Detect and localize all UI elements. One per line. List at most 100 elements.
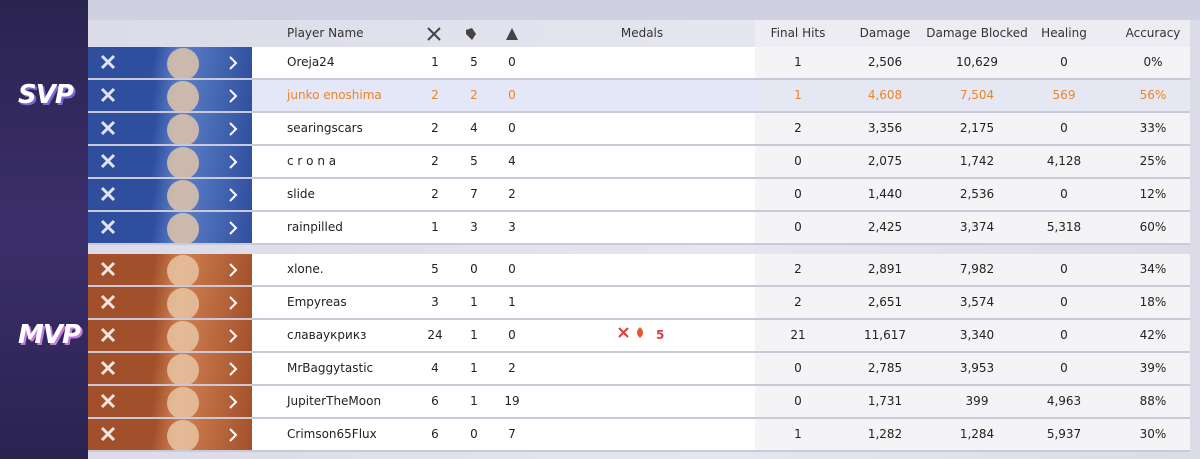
portrait-art: [100, 81, 238, 113]
damage-blocked: 7,504: [959, 88, 995, 102]
player-name: c r o n a: [287, 154, 337, 168]
kills: 1: [431, 220, 439, 234]
assists: 2: [508, 361, 516, 375]
hero-portrait: [88, 320, 252, 353]
hero-portrait: [88, 419, 252, 452]
final-hits: 0: [794, 394, 802, 408]
kills: 6: [431, 427, 439, 441]
player-name: славаукрикз: [287, 328, 367, 342]
medal-glyphs: [618, 327, 643, 338]
player-name: JupiterTheMoon: [287, 394, 382, 408]
player-name: Crimson65Flux: [287, 427, 377, 441]
deaths: 2: [470, 88, 478, 102]
hero-portrait: [88, 212, 252, 245]
header-damage: Damage: [859, 26, 911, 40]
final-hits: 0: [794, 361, 802, 375]
portrait-art: [100, 213, 238, 245]
deaths: 4: [470, 121, 478, 135]
hero-portrait: [88, 287, 252, 320]
damage-blocked: 3,574: [959, 295, 995, 309]
accuracy: 60%: [1139, 220, 1167, 234]
player-row: c r o n a 2 5 4 0 2,075 1,742 4,128 25%: [88, 146, 1190, 179]
damage: 3,356: [867, 121, 903, 135]
healing: 4,963: [1046, 394, 1082, 408]
accuracy: 34%: [1139, 262, 1167, 276]
damage: 2,891: [867, 262, 903, 276]
final-hits: 0: [794, 220, 802, 234]
player-row: Crimson65Flux 6 0 7 1 1,282 1,284 5,937 30%: [88, 419, 1190, 452]
stats-shade: [755, 254, 1190, 285]
assists: 0: [508, 121, 516, 135]
accuracy: 30%: [1139, 427, 1167, 441]
header-shade: [755, 20, 1190, 47]
kills: 2: [431, 88, 439, 102]
player-row: MrBaggytastic 4 1 2 0 2,785 3,953 0 39%: [88, 353, 1190, 386]
portrait-art: [100, 288, 238, 320]
kills: 1: [431, 55, 439, 69]
stats-shade: [755, 146, 1190, 177]
header-final-hits: Final Hits: [770, 26, 826, 40]
deaths: 3: [470, 220, 478, 234]
player-name: junko enoshima: [287, 88, 382, 102]
kills: 3: [431, 295, 439, 309]
assists: 4: [508, 154, 516, 168]
accuracy: 42%: [1139, 328, 1167, 342]
assists: 19: [504, 394, 520, 408]
hero-portrait: [88, 254, 252, 287]
header-medals: Medals: [620, 26, 664, 40]
damage-blocked: 3,953: [959, 361, 995, 375]
player-name: Empyreas: [287, 295, 347, 309]
deaths: 7: [470, 187, 478, 201]
deaths: 5: [470, 55, 478, 69]
player-name: Oreja24: [287, 55, 335, 69]
damage-blocked: 1,742: [959, 154, 995, 168]
accuracy: 18%: [1139, 295, 1167, 309]
portrait-art: [100, 321, 238, 353]
damage: 2,425: [867, 220, 903, 234]
accuracy: 33%: [1139, 121, 1167, 135]
hero-portrait: [88, 47, 252, 80]
assists: 0: [508, 88, 516, 102]
portrait-art: [100, 387, 238, 419]
player-row: rainpilled 1 3 3 0 2,425 3,374 5,318 60%: [88, 212, 1190, 245]
medal-count: 5: [656, 328, 665, 342]
assists: 2: [508, 187, 516, 201]
healing: 0: [1060, 187, 1068, 201]
player-name: searingscars: [287, 121, 363, 135]
player-row: slide 2 7 2 0 1,440 2,536 0 12%: [88, 179, 1190, 212]
damage: 1,282: [867, 427, 903, 441]
healing: 0: [1060, 328, 1068, 342]
assists: 0: [508, 262, 516, 276]
hero-portrait: [88, 113, 252, 146]
hero-portrait: [88, 80, 252, 113]
portrait-art: [100, 114, 238, 146]
damage-blocked: 3,340: [959, 328, 995, 342]
damage: 2,506: [867, 55, 903, 69]
healing: 4,128: [1046, 154, 1082, 168]
damage-blocked: 2,536: [959, 187, 995, 201]
stats-shade: [755, 353, 1190, 384]
healing: 569: [1052, 88, 1076, 102]
stats-shade: [755, 47, 1190, 78]
player-row: славаукрикз 24 1 0 21 11,617 3,340 0 42% 5: [88, 320, 1190, 353]
header-damage-blocked: Damage Blocked: [926, 26, 1028, 40]
assists: 1: [508, 295, 516, 309]
healing: 0: [1060, 121, 1068, 135]
hero-portrait: [88, 146, 252, 179]
team-label: MVP: [18, 320, 81, 350]
damage-blocked: 1,284: [959, 427, 995, 441]
kills: 4: [431, 361, 439, 375]
player-name: xlone.: [287, 262, 324, 276]
healing: 0: [1060, 55, 1068, 69]
final-hits: 2: [794, 295, 802, 309]
team-label: SVP: [18, 80, 74, 110]
kills: 24: [427, 328, 443, 342]
medal-icons: [618, 320, 652, 351]
player-row: xlone. 5 0 0 2 2,891 7,982 0 34%: [88, 254, 1190, 287]
damage: 1,731: [867, 394, 903, 408]
kills: 2: [431, 187, 439, 201]
assists: 0: [508, 55, 516, 69]
deaths: 1: [470, 361, 478, 375]
healing: 5,937: [1046, 427, 1082, 441]
accuracy: 88%: [1139, 394, 1167, 408]
